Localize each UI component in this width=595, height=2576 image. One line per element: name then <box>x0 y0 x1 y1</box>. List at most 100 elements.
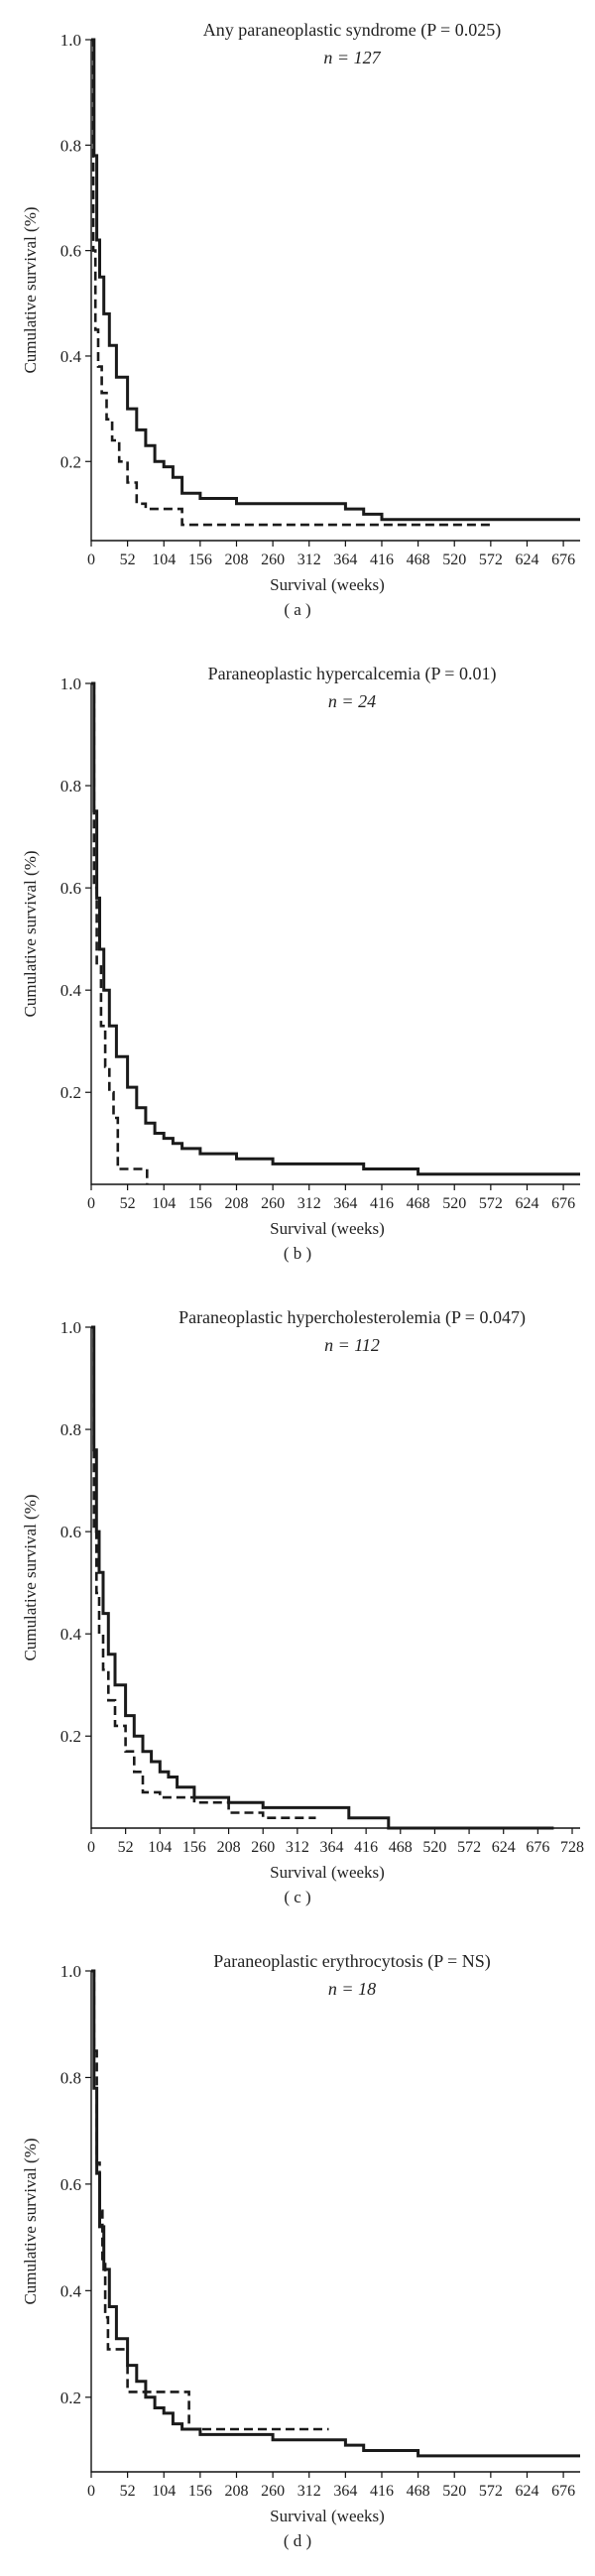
panel-label: ( a ) <box>284 600 310 619</box>
x-tick-label: 468 <box>407 2483 430 2500</box>
y-tick-label: 0.2 <box>60 2389 81 2407</box>
y-tick-label: 0.6 <box>60 1523 81 1541</box>
y-tick-label: 0.4 <box>60 1625 82 1644</box>
axis-lines <box>90 1327 580 1829</box>
axis-lines <box>90 1971 580 2473</box>
x-tick-label: 624 <box>492 1839 516 1856</box>
x-tick-label: 416 <box>370 2483 394 2500</box>
x-tick-label: 624 <box>515 2483 538 2500</box>
x-tick-label: 468 <box>407 1195 430 1212</box>
survival-chart: 0.2 0.4 0.6 0.8 1.0 0 52 104 156 208 260 312 364 416 4… <box>21 1951 580 2550</box>
x-tick-label: 312 <box>286 1839 309 1856</box>
x-tick-label: 468 <box>407 552 430 568</box>
x-tick-label: 156 <box>188 1195 212 1212</box>
x-tick-label: 156 <box>188 2483 212 2500</box>
y-tick-label: 0.2 <box>60 1727 81 1746</box>
x-tick-label: 312 <box>298 1195 321 1212</box>
y-tick-label: 0.6 <box>60 242 81 261</box>
x-tick-label: 728 <box>560 1839 584 1856</box>
chart-title: Paraneoplastic erythrocytosis (P = NS) <box>213 1951 490 1972</box>
y-axis-label: Cumulative survival (%) <box>21 206 40 373</box>
n-label: n = 24 <box>328 691 376 711</box>
x-axis-label: Survival (weeks) <box>270 575 385 594</box>
y-tick-label: 0.8 <box>60 2068 81 2087</box>
n-label: n = 18 <box>328 1979 376 1999</box>
x-tick-label: 104 <box>152 552 176 568</box>
n-label: n = 127 <box>323 48 381 67</box>
y-axis-label: Cumulative survival (%) <box>21 1494 40 1660</box>
axis-lines <box>90 683 580 1185</box>
x-tick-label: 520 <box>442 2483 466 2500</box>
chart-panel-a: 0.2 0.4 0.6 0.8 1.0 0 52 104 156 208 260 312 364 416 4… <box>0 0 595 644</box>
x-tick-label: 468 <box>389 1839 413 1856</box>
x-tick-label: 156 <box>188 552 212 568</box>
x-tick-label: 260 <box>261 552 285 568</box>
panel-label: ( c ) <box>284 1888 310 1906</box>
x-tick-label: 364 <box>333 2483 357 2500</box>
survival-curve-solid <box>91 38 580 522</box>
chart-title: Paraneoplastic hypercholesterolemia (P =… <box>178 1307 526 1328</box>
x-tick-label: 52 <box>118 1839 134 1856</box>
x-tick-label: 676 <box>526 1839 549 1856</box>
y-tick-label: 1.0 <box>60 675 81 693</box>
y-tick-label: 1.0 <box>60 31 81 50</box>
x-tick-label: 156 <box>182 1839 206 1856</box>
x-tick-label: 520 <box>422 1839 446 1856</box>
x-tick-label: 520 <box>442 552 466 568</box>
x-tick-label: 624 <box>515 552 538 568</box>
x-tick-label: 572 <box>479 1195 503 1212</box>
chart-panel-d: 0.2 0.4 0.6 0.8 1.0 0 52 104 156 208 260 312 364 416 4… <box>0 1931 595 2575</box>
y-tick-label: 0.4 <box>60 981 82 1000</box>
survival-curve-dashed <box>91 681 149 1184</box>
y-tick-label: 0.8 <box>60 1420 81 1439</box>
y-tick-label: 0.6 <box>60 879 81 898</box>
y-tick-label: 0.6 <box>60 2175 81 2194</box>
x-tick-label: 572 <box>479 552 503 568</box>
x-tick-label: 52 <box>120 552 136 568</box>
y-tick-label: 0.4 <box>60 347 82 366</box>
x-tick-label: 52 <box>120 1195 136 1212</box>
survival-curve-dashed <box>91 38 491 527</box>
x-tick-label: 676 <box>551 1195 575 1212</box>
y-tick-label: 1.0 <box>60 1318 81 1337</box>
x-tick-label: 208 <box>224 552 248 568</box>
y-axis-label: Cumulative survival (%) <box>21 2138 40 2304</box>
survival-curve-solid <box>91 1325 554 1830</box>
x-tick-label: 104 <box>148 1839 172 1856</box>
x-axis-label: Survival (weeks) <box>270 1863 385 1882</box>
y-tick-label: 0.8 <box>60 777 81 796</box>
x-tick-label: 416 <box>354 1839 378 1856</box>
x-tick-label: 312 <box>298 2483 321 2500</box>
chart-title: Paraneoplastic hypercalcemia (P = 0.01) <box>208 664 497 684</box>
x-axis-label: Survival (weeks) <box>270 2507 385 2525</box>
y-tick-label: 0.2 <box>60 1083 81 1102</box>
x-tick-label: 0 <box>87 552 95 568</box>
x-tick-label: 572 <box>479 2483 503 2500</box>
y-tick-label: 0.8 <box>60 136 81 155</box>
x-tick-label: 416 <box>370 1195 394 1212</box>
x-tick-label: 52 <box>120 2483 136 2500</box>
x-tick-label: 260 <box>261 1195 285 1212</box>
x-tick-label: 624 <box>515 1195 538 1212</box>
chart-panel-b: 0.2 0.4 0.6 0.8 1.0 0 52 104 156 208 260 312 364 416 4… <box>0 644 595 1288</box>
x-tick-label: 104 <box>152 2483 176 2500</box>
survival-curve-dashed <box>91 1969 329 2431</box>
x-tick-label: 208 <box>224 1195 248 1212</box>
x-tick-label: 104 <box>152 1195 176 1212</box>
y-tick-label: 0.4 <box>60 2281 82 2300</box>
x-tick-label: 364 <box>333 1195 357 1212</box>
chart-title: Any paraneoplastic syndrome (P = 0.025) <box>203 20 501 41</box>
x-tick-label: 520 <box>442 1195 466 1212</box>
x-tick-label: 364 <box>320 1839 344 1856</box>
survival-chart: 0.2 0.4 0.6 0.8 1.0 0 52 104 156 208 260 312 364 416 4… <box>21 664 580 1263</box>
x-tick-label: 260 <box>261 2483 285 2500</box>
survival-chart: 0.2 0.4 0.6 0.8 1.0 0 52 104 156 208 260 312 364 416 4… <box>21 1307 584 1906</box>
y-axis-label: Cumulative survival (%) <box>21 850 40 1017</box>
survival-curve-dashed <box>91 1325 316 1819</box>
x-tick-label: 572 <box>457 1839 481 1856</box>
x-tick-label: 676 <box>551 2483 575 2500</box>
panel-label: ( d ) <box>284 2531 311 2550</box>
x-tick-label: 416 <box>370 552 394 568</box>
chart-panel-c: 0.2 0.4 0.6 0.8 1.0 0 52 104 156 208 260 312 364 416 4… <box>0 1288 595 1931</box>
survival-chart: 0.2 0.4 0.6 0.8 1.0 0 52 104 156 208 260 312 364 416 4… <box>21 20 580 619</box>
